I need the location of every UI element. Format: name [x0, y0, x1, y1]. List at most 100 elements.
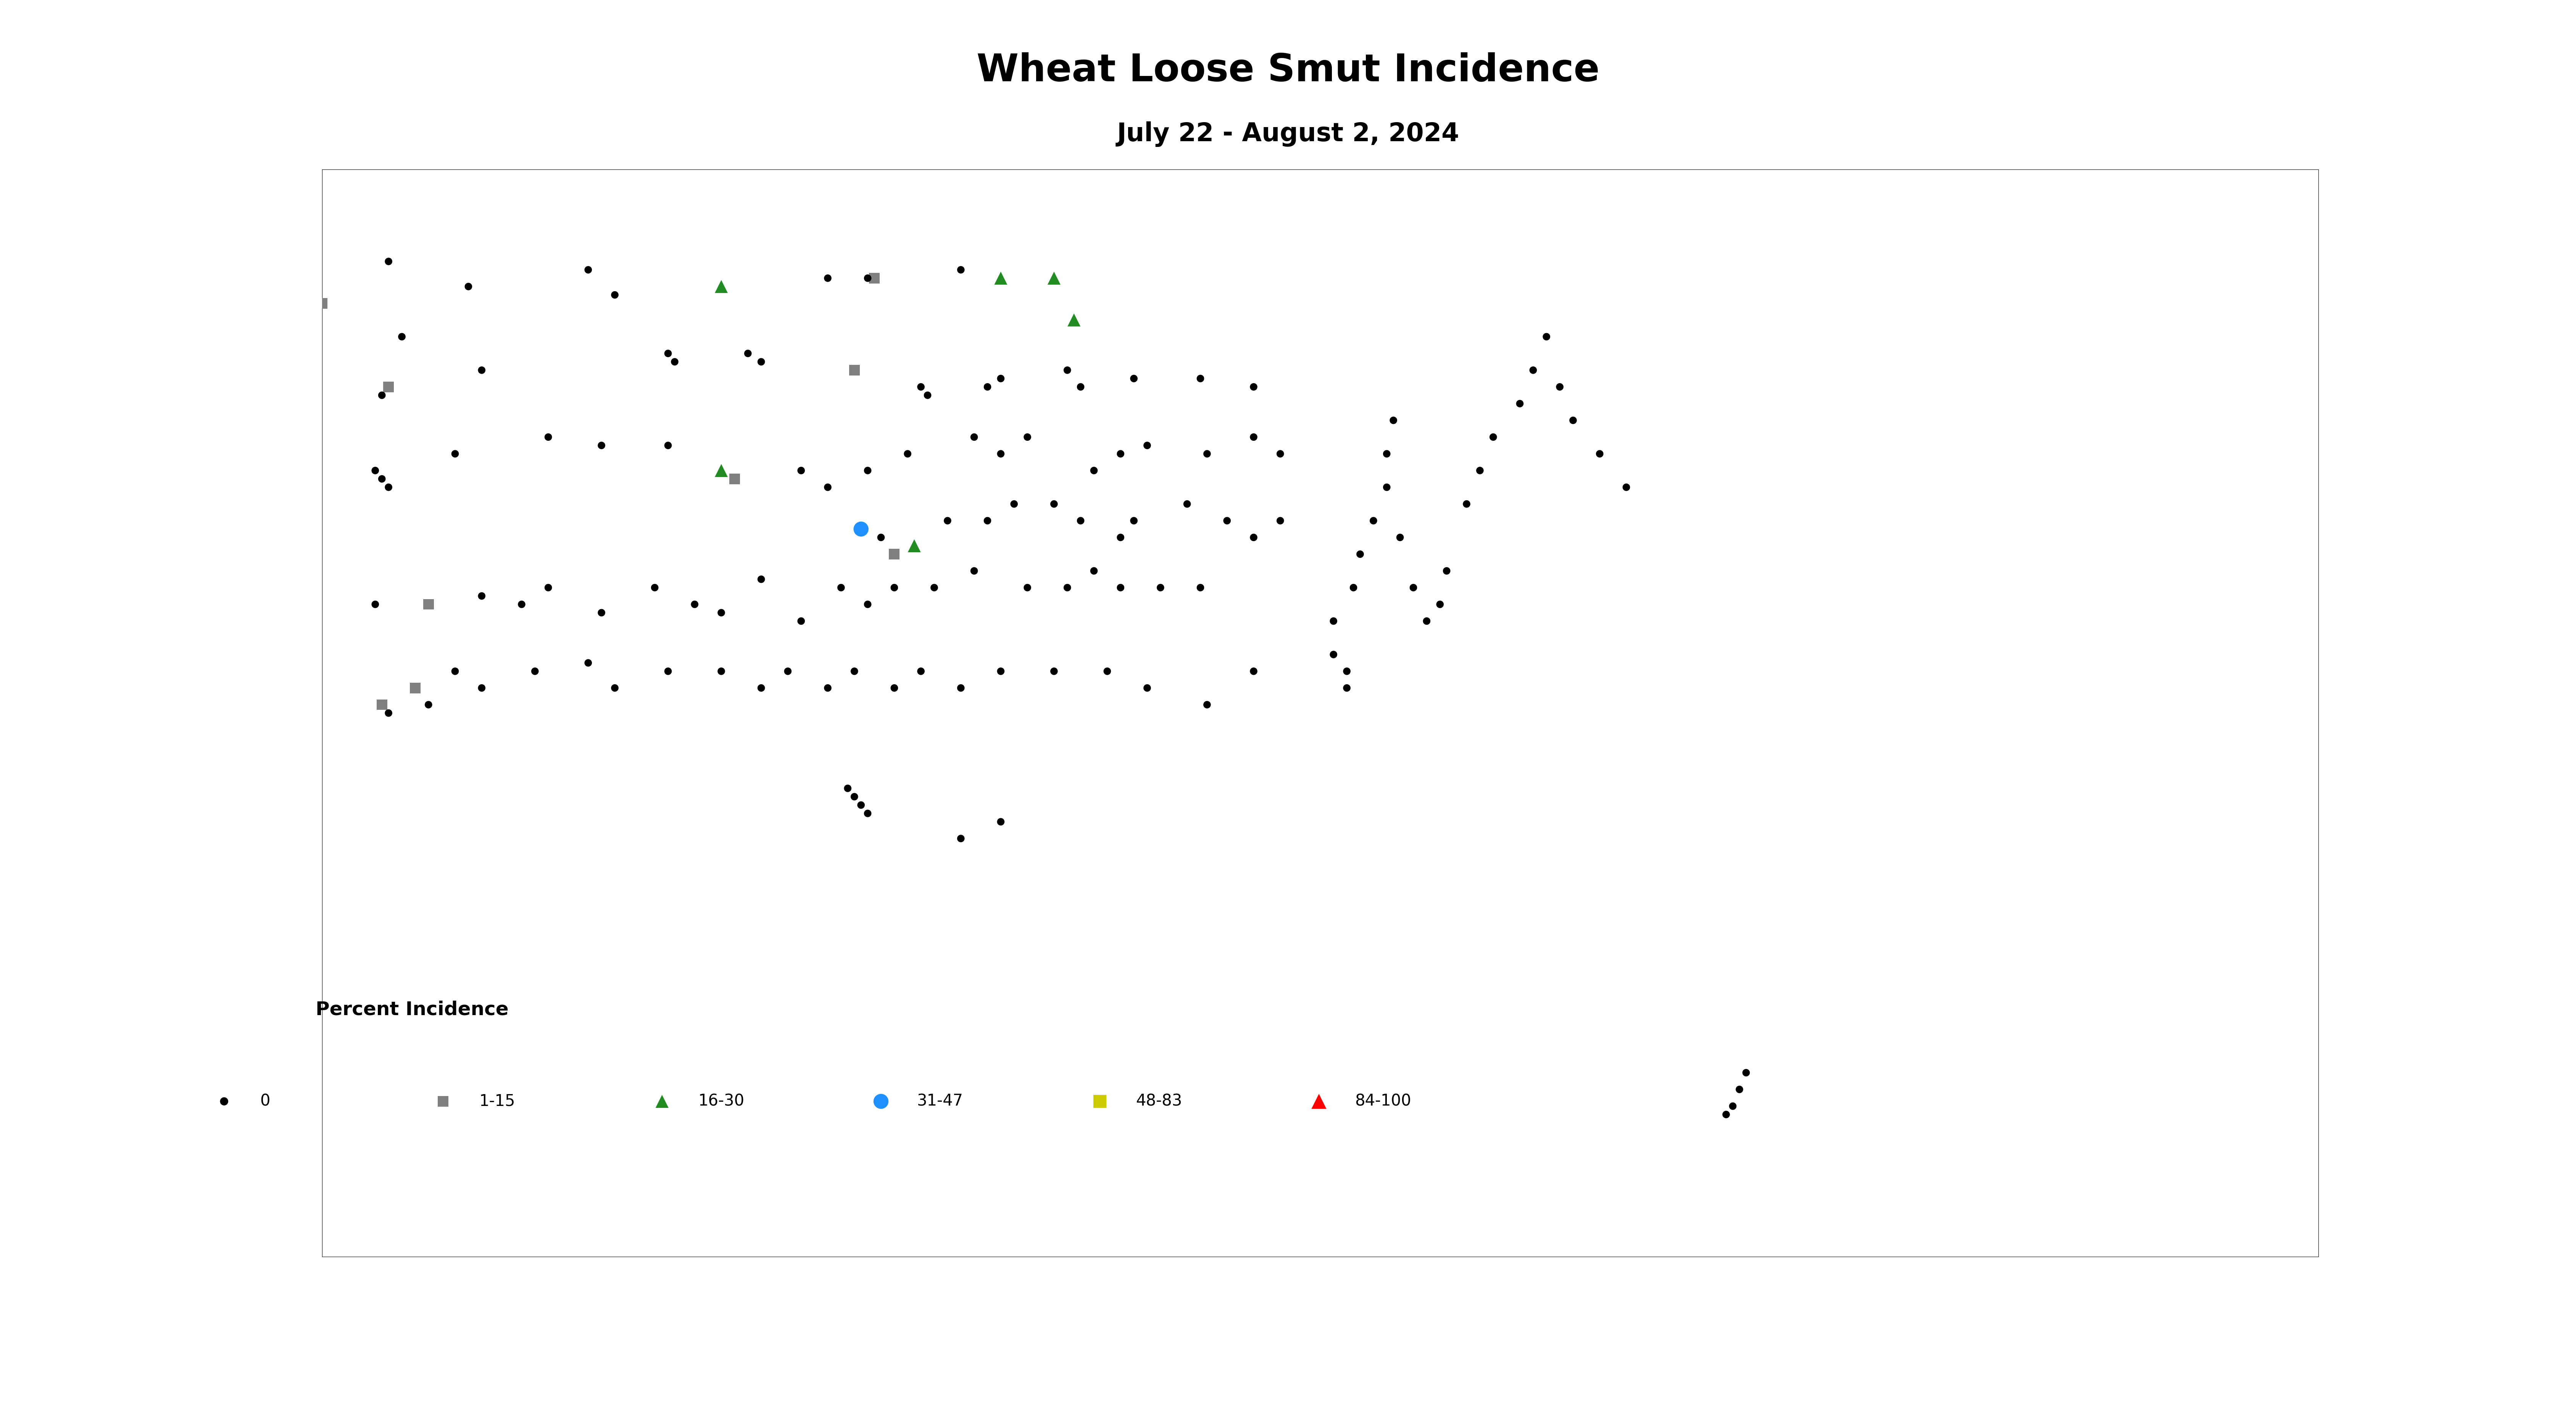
- Point: [894, 535, 935, 558]
- Point: [1260, 510, 1301, 532]
- Point: [781, 459, 822, 481]
- Point: [1579, 442, 1620, 465]
- Point: [595, 676, 636, 699]
- Point: [515, 659, 556, 682]
- Point: [1087, 659, 1128, 682]
- Point: [1540, 376, 1582, 398]
- Point: [1705, 1103, 1747, 1125]
- Point: [806, 476, 848, 498]
- Point: [1473, 426, 1515, 449]
- Point: [1352, 510, 1394, 532]
- Point: [1718, 1079, 1759, 1101]
- Point: [1007, 576, 1048, 599]
- Point: [1365, 476, 1406, 498]
- Point: [860, 527, 902, 549]
- Point: [886, 442, 927, 465]
- Point: [714, 467, 755, 490]
- Point: [827, 777, 868, 799]
- Point: [1234, 376, 1275, 398]
- Point: [1314, 610, 1355, 633]
- Point: [1726, 1062, 1767, 1084]
- Point: [848, 267, 889, 289]
- Text: 31-47: 31-47: [917, 1093, 963, 1110]
- Point: [294, 301, 335, 323]
- Point: [726, 342, 768, 364]
- Point: [1074, 559, 1115, 582]
- Point: [1332, 576, 1373, 599]
- Point: [500, 593, 541, 616]
- Point: [835, 659, 876, 682]
- Point: [966, 376, 1007, 398]
- Point: [1033, 493, 1074, 515]
- Point: [1427, 559, 1468, 582]
- Point: [1314, 644, 1355, 666]
- Point: [848, 459, 889, 481]
- Point: [407, 693, 448, 716]
- Point: [940, 258, 981, 281]
- Point: [580, 433, 623, 456]
- Point: [1033, 267, 1074, 289]
- Point: [1327, 659, 1368, 682]
- Text: 84-100: 84-100: [1355, 1093, 1412, 1110]
- Point: [819, 576, 860, 599]
- Point: [873, 542, 914, 565]
- Point: [361, 693, 402, 716]
- Point: [902, 376, 943, 398]
- Point: [701, 275, 742, 298]
- Point: [1445, 493, 1486, 515]
- Point: [953, 559, 994, 582]
- Point: [979, 367, 1020, 390]
- Point: [742, 676, 783, 699]
- Point: [806, 267, 848, 289]
- Point: [368, 476, 410, 498]
- Point: [641, 1090, 683, 1113]
- Point: [848, 802, 889, 825]
- Point: [806, 676, 848, 699]
- Point: [647, 659, 688, 682]
- Point: [422, 1090, 464, 1113]
- Point: [768, 659, 809, 682]
- Point: [1079, 1090, 1121, 1113]
- Point: [1100, 527, 1141, 549]
- Point: [1046, 359, 1087, 381]
- Point: [1188, 442, 1229, 465]
- Point: [461, 585, 502, 607]
- Point: [1100, 442, 1141, 465]
- Point: [994, 493, 1036, 515]
- Point: [461, 676, 502, 699]
- Point: [1553, 409, 1595, 432]
- Point: [355, 593, 397, 616]
- Point: [595, 284, 636, 306]
- Point: [1234, 426, 1275, 449]
- Point: [204, 1090, 245, 1113]
- Point: [461, 359, 502, 381]
- Point: [1512, 359, 1553, 381]
- Point: [781, 610, 822, 633]
- Point: [940, 676, 981, 699]
- Point: [355, 459, 397, 481]
- Point: [979, 810, 1020, 833]
- Point: [361, 384, 402, 407]
- Point: [675, 593, 716, 616]
- Point: [840, 794, 881, 816]
- Point: [528, 576, 569, 599]
- Point: [368, 376, 410, 398]
- Point: [654, 350, 696, 373]
- Point: [873, 676, 914, 699]
- Point: [1298, 1090, 1340, 1113]
- Point: [1126, 676, 1167, 699]
- Point: [1126, 433, 1167, 456]
- Point: [1234, 527, 1275, 549]
- Point: [840, 518, 881, 541]
- Point: [940, 827, 981, 850]
- Point: [1054, 309, 1095, 332]
- Point: [848, 593, 889, 616]
- Point: [1340, 542, 1381, 565]
- Text: Wheat Loose Smut Incidence: Wheat Loose Smut Incidence: [976, 52, 1600, 89]
- Point: [1061, 510, 1103, 532]
- Text: 48-83: 48-83: [1136, 1093, 1182, 1110]
- Point: [1180, 576, 1221, 599]
- Point: [742, 568, 783, 590]
- Text: Percent Incidence: Percent Incidence: [317, 1001, 507, 1018]
- Point: [368, 702, 410, 724]
